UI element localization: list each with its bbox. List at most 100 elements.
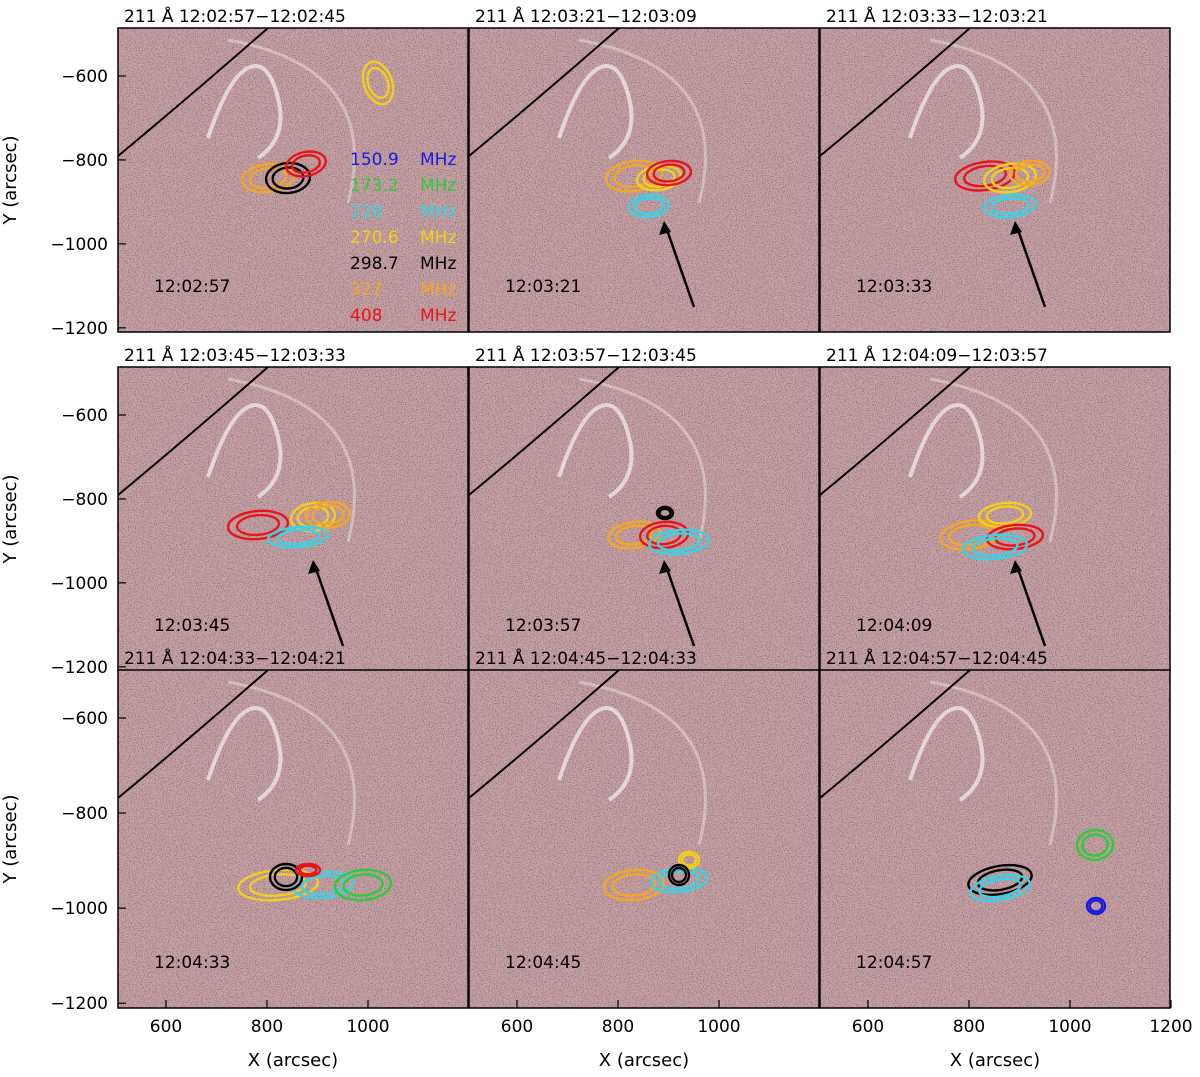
radio-contour <box>268 862 304 892</box>
panel-2: 211 Å 12:03:21−12:03:09 12:03:21 <box>468 5 820 333</box>
radio-contour <box>275 528 321 546</box>
radio-contour <box>236 868 320 902</box>
radio-contour <box>647 528 711 556</box>
radio-contour <box>294 862 322 878</box>
y-tick-label: −800 <box>61 804 108 824</box>
solar-limb <box>469 28 620 157</box>
radio-contour <box>658 507 672 519</box>
panel-3: 211 Å 12:03:33−12:03:21 12:03:33 <box>819 5 1171 333</box>
panel-time-label: 12:04:09 <box>856 616 932 636</box>
radio-contour <box>298 864 318 876</box>
radio-contour <box>1085 896 1107 916</box>
radio-contour <box>954 160 1016 192</box>
radio-contour <box>645 159 693 187</box>
y-tick-label: −800 <box>61 151 108 171</box>
active-region-loops <box>557 706 634 802</box>
active-region-loops <box>908 706 985 802</box>
radio-contour <box>1075 828 1115 862</box>
y-tick-label: −1000 <box>50 235 108 255</box>
active-region-loops <box>908 64 985 160</box>
x-tick-label: 1000 <box>697 1017 740 1037</box>
radio-contour <box>342 873 384 897</box>
radio-contour <box>635 164 683 192</box>
x-tick-label: 800 <box>251 1017 283 1037</box>
euv-difference-image <box>820 670 1170 1008</box>
solar-limb <box>469 367 620 496</box>
radio-contour <box>985 505 1025 525</box>
y-axis-label: Y (arcsec) <box>0 794 21 884</box>
panel-6: 211 Å 12:04:09−12:03:57 12:04:09 <box>819 344 1171 672</box>
euv-difference-image <box>118 28 468 332</box>
active-region-loops <box>206 64 283 160</box>
arrow-line <box>313 565 345 647</box>
radio-contour <box>961 533 1029 561</box>
radio-contour <box>670 866 688 884</box>
solar-limb <box>820 367 971 496</box>
radio-contour <box>361 60 395 106</box>
active-region-loops <box>908 403 985 499</box>
y-tick-label: −1000 <box>50 899 108 919</box>
legend-unit: MHz <box>420 306 456 326</box>
legend-frequency: 298.7 <box>350 254 399 274</box>
radio-contour <box>285 150 327 178</box>
euv-difference-image <box>469 670 819 1008</box>
panel-7: 211 Å 12:04:33−12:04:21 12:04:33 <box>117 647 469 1009</box>
solar-limb <box>469 670 620 799</box>
eruption-front <box>227 377 356 543</box>
x-tick-label: 600 <box>150 1017 182 1037</box>
arrow-head <box>659 560 671 574</box>
arrow-line <box>664 565 696 647</box>
legend-frequency: 408 <box>350 306 382 326</box>
y-tick-label: −1200 <box>50 994 108 1014</box>
radio-contour <box>611 873 657 897</box>
euv-difference-image <box>118 670 468 1008</box>
panel-title: 211 Å 12:04:45−12:04:33 <box>475 647 697 669</box>
euv-difference-image <box>118 367 468 671</box>
radio-contour <box>311 504 345 526</box>
radio-contour <box>1014 163 1046 183</box>
y-tick-label: −600 <box>61 67 108 87</box>
panel-title: 211 Å 12:02:57−12:02:45 <box>124 5 346 27</box>
radio-contour <box>606 520 662 550</box>
radio-contour <box>658 870 700 890</box>
radio-contour <box>273 866 299 888</box>
x-tick-label: 800 <box>953 1017 985 1037</box>
panel-title: 211 Å 12:03:45−12:03:33 <box>124 344 346 366</box>
legend-unit: MHz <box>420 150 456 170</box>
panel-frame <box>468 27 820 333</box>
panel-title: 211 Å 12:03:57−12:03:45 <box>475 344 697 366</box>
radio-contour <box>982 162 1038 194</box>
x-tick-label: 800 <box>602 1017 634 1037</box>
frequency-legend: 150.9 MHz 173.2 MHz 228 MHz 270.6 MHz 298.7 MHz 32… <box>350 150 456 326</box>
arrow-line <box>1015 226 1047 308</box>
radio-contour <box>1088 899 1104 913</box>
panel-1: 211 Å 12:02:57−12:02:45 12:02:57 <box>117 5 469 333</box>
radio-contour <box>655 505 675 521</box>
active-region-loops <box>557 64 634 160</box>
solar-limb <box>118 28 269 157</box>
solar-limb <box>820 28 971 157</box>
euv-difference-image <box>820 367 1170 671</box>
legend-frequency: 173.2 <box>350 176 399 196</box>
y-tick-label: −1200 <box>50 658 108 678</box>
panel-time-label: 12:03:57 <box>505 616 581 636</box>
eruption-front <box>227 680 356 846</box>
euv-difference-image <box>469 28 819 332</box>
x-axis-label: X (arcsec) <box>248 1050 338 1071</box>
x-axis-label: X (arcsec) <box>950 1050 1040 1071</box>
eruption-front <box>578 680 707 846</box>
radio-contour <box>235 513 281 537</box>
radio-contour <box>982 193 1038 219</box>
solar-limb <box>118 367 269 496</box>
panel-frame <box>819 27 1171 333</box>
panel-time-label: 12:03:21 <box>505 277 581 297</box>
active-region-loops <box>557 403 634 499</box>
radio-contour <box>990 196 1030 216</box>
panel-frame <box>468 669 820 1009</box>
x-tick-label: 1000 <box>346 1017 389 1037</box>
panel-4: 211 Å 12:03:45−12:03:33 12:03:45 <box>117 344 469 672</box>
active-region-loops <box>206 706 283 802</box>
x-axis-label: X (arcsec) <box>599 1050 689 1071</box>
eruption-front <box>578 38 707 204</box>
